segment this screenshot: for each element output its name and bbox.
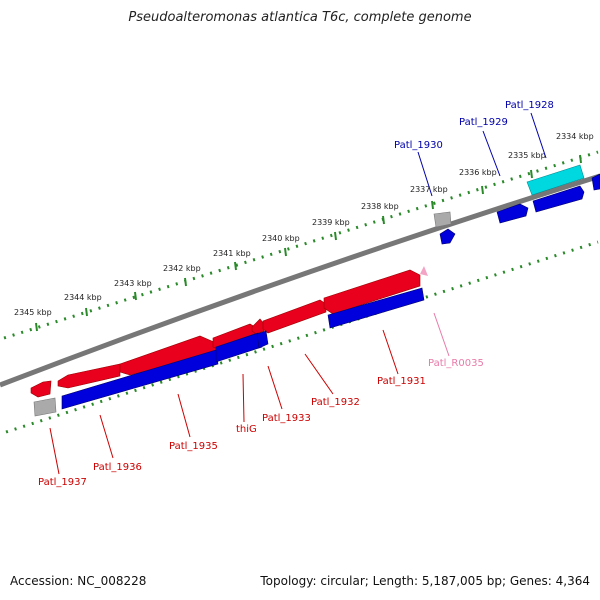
gene-patl-1928[interactable]: [526, 164, 585, 196]
map-title: Pseudoalteromonas atlantica T6c, complet…: [128, 10, 472, 25]
kbp-label: 2342 kbp: [163, 264, 201, 273]
gene-label: Patl_1937: [38, 477, 87, 488]
kbp-label: 2337 kbp: [410, 185, 448, 194]
gene-patl-1930[interactable]: [439, 228, 456, 245]
genome-backbone: [0, 173, 600, 388]
gene-patl-1928-rev[interactable]: [532, 185, 585, 213]
gene-label: thiG: [236, 424, 257, 435]
gene-label: Patl_1930: [394, 140, 443, 151]
pseudo-genes: [33, 211, 452, 417]
gene-label: Patl_1933: [262, 413, 311, 424]
kbp-label: 2334 kbp: [556, 132, 594, 141]
gene-thig[interactable]: [215, 332, 263, 363]
gene-patl-1936[interactable]: [57, 363, 121, 389]
reverse-genes: [61, 173, 600, 410]
gene-label: Patl_R0035: [428, 358, 484, 369]
gene-label: Patl_1932: [311, 397, 360, 408]
kbp-label: 2343 kbp: [114, 279, 152, 288]
gene-label: Patl_1936: [93, 462, 142, 473]
gene-patl-r0035[interactable]: [420, 266, 428, 276]
gene-patl-1929[interactable]: [496, 203, 529, 224]
genome-stats-text: Topology: circular; Length: 5,187,005 bp…: [260, 574, 590, 588]
major-ticks: [35, 154, 582, 332]
gene-label: Patl_1935: [169, 441, 218, 452]
kbp-labels: 2345 kbp 2344 kbp 2343 kbp 2342 kbp 2341…: [14, 132, 594, 317]
gene-patl-1932[interactable]: [262, 299, 327, 334]
gene-label: Patl_1928: [505, 100, 554, 111]
gene-label: Patl_1931: [377, 376, 426, 387]
kbp-label: 2338 kbp: [361, 202, 399, 211]
accession-text: Accession: NC_008228: [10, 574, 147, 588]
gene-patl-1937-pseudo[interactable]: [33, 397, 57, 417]
kbp-label: 2340 kbp: [262, 234, 300, 243]
gene-patl-1933[interactable]: [251, 318, 265, 335]
tick-row-lower: [5, 240, 599, 434]
forward-genes: [30, 269, 421, 398]
gene-patl-1937-fwd[interactable]: [30, 380, 52, 398]
gene-label: Patl_1929: [459, 117, 508, 128]
gene-labels: Patl_1928 Patl_1929 Patl_1930 Patl_R0035…: [38, 100, 554, 488]
kbp-label: 2335 kbp: [508, 151, 546, 160]
kbp-label: 2339 kbp: [312, 218, 350, 227]
gene-rev-right[interactable]: [591, 173, 600, 191]
gene-pseudo-1930[interactable]: [433, 211, 452, 228]
kbp-label: 2344 kbp: [64, 293, 102, 302]
gene-patl-1935-rev[interactable]: [61, 349, 219, 410]
gene-patl-1931[interactable]: [323, 269, 421, 315]
kbp-label: 2336 kbp: [459, 168, 497, 177]
label-leaders: [49, 112, 547, 475]
gene-rev-1931[interactable]: [327, 287, 425, 329]
kbp-label: 2341 kbp: [213, 249, 251, 258]
kbp-label: 2345 kbp: [14, 308, 52, 317]
gene-rev-small[interactable]: [256, 330, 269, 349]
